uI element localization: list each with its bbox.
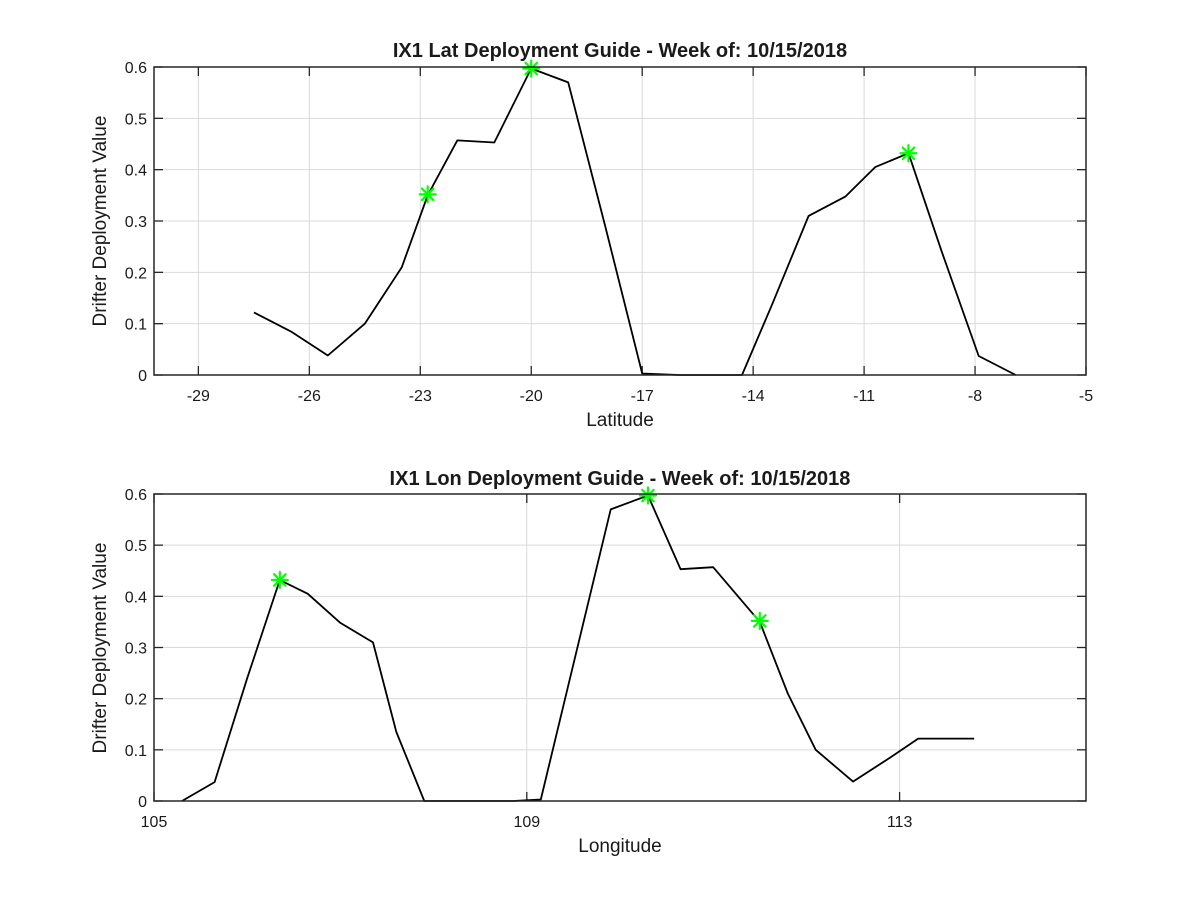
lat-xtick-label: -11 [853, 388, 875, 405]
lat-ytick-label: 0.2 [125, 265, 147, 282]
lon-ytick-label: 0.3 [125, 641, 147, 658]
lat-xtick-label: -14 [742, 388, 765, 405]
lat-xtick-label: -5 [1079, 388, 1093, 405]
lat-ytick-label: 0.5 [125, 111, 147, 128]
lon-xtick-label: 109 [513, 814, 540, 831]
lat-series-line [253, 67, 1017, 376]
lat-plot-title: IX1 Lat Deployment Guide - Week of: 10/1… [393, 40, 847, 62]
lon-ytick-label: 0.1 [125, 743, 147, 760]
lon-ytick-label: 0.2 [125, 692, 147, 709]
lat-xtick-label: -17 [631, 388, 654, 405]
lon-plot-xlabel: Longitude [578, 836, 661, 857]
lon-series-line [181, 494, 975, 802]
lon-ytick-label: 0.5 [125, 538, 147, 555]
lon-axes-frame [153, 493, 1087, 802]
lat-xtick-label: -26 [298, 388, 321, 405]
lat-xtick-label: -29 [187, 388, 210, 405]
lat-asterisk-marker [522, 59, 541, 78]
lat-ytick-label: 0.4 [125, 163, 147, 180]
lon-ytick-label: 0.6 [125, 487, 147, 504]
lat-xtick-label: -20 [520, 388, 543, 405]
lat-xtick-label: -23 [409, 388, 432, 405]
lon-plot-title: IX1 Lon Deployment Guide - Week of: 10/1… [390, 468, 851, 490]
lon-asterisk-marker [750, 611, 769, 630]
lat-ytick-label: 0.1 [125, 317, 147, 334]
lon-asterisk-marker [638, 486, 658, 505]
lon-plot-ylabel: Drifter Deployment Value [90, 543, 111, 754]
lat-plot: IX1 Lat Deployment Guide - Week of: 10/1… [90, 40, 1093, 431]
lat-ytick-label: 0.6 [125, 60, 147, 77]
lon-plot: IX1 Lon Deployment Guide - Week of: 10/1… [90, 468, 1087, 857]
lat-plot-ylabel: Drifter Deployment Value [90, 116, 111, 327]
lat-axes-frame [153, 66, 1087, 376]
lat-asterisk-marker [899, 144, 918, 163]
lon-ytick-label: 0 [138, 794, 147, 811]
lon-xtick-label: 105 [141, 814, 168, 831]
lon-ytick-label: 0.4 [125, 589, 147, 606]
lat-xtick-label: -8 [968, 388, 982, 405]
lat-plot-xlabel: Latitude [586, 410, 654, 431]
lon-asterisk-marker [270, 570, 289, 590]
lat-asterisk-marker [418, 185, 437, 204]
lat-ytick-label: 0.3 [125, 214, 147, 231]
lat-ytick-label: 0 [138, 368, 147, 385]
lon-xtick-label: 113 [887, 814, 913, 831]
